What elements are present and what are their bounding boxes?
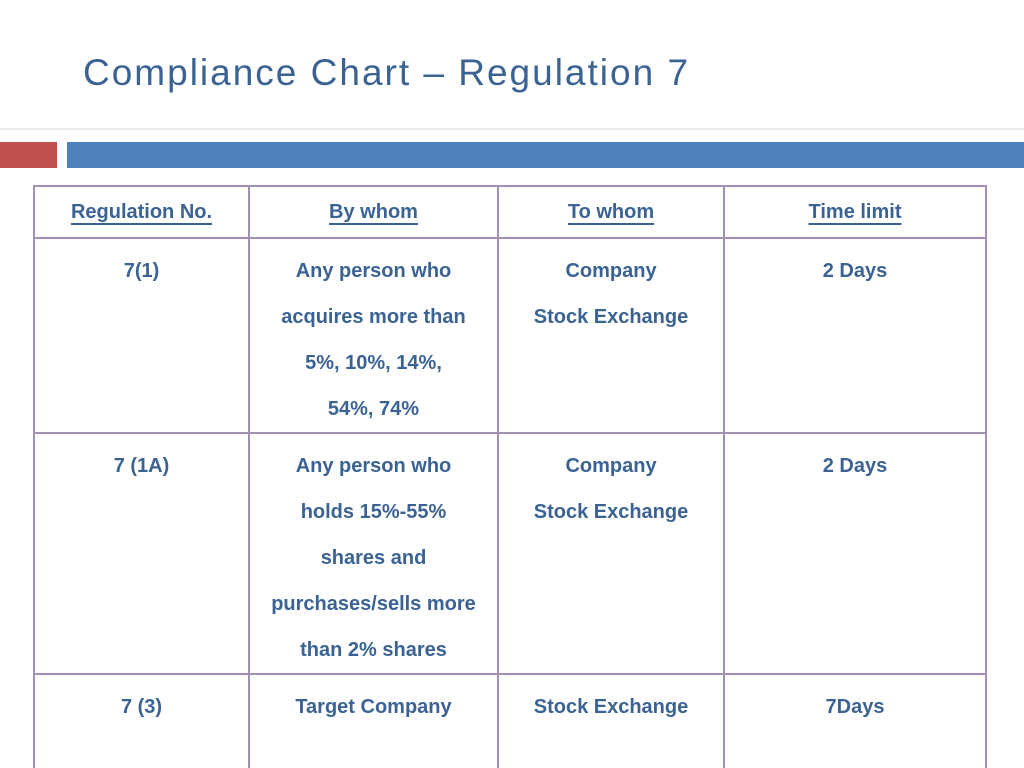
col-header-time-limit-label: Time limit [808, 200, 902, 223]
col-header-to-whom: To whom [497, 185, 725, 239]
table-row-7-1: 7(1) Any person who acquires more than 5… [33, 237, 987, 434]
cell-by-whom: Target Company [248, 673, 499, 768]
cell-regulation-no: 7 (3) [33, 673, 250, 768]
cell-to-whom: Stock Exchange [497, 673, 725, 768]
table-row-7-1a: 7 (1A) Any person who holds 15%-55% shar… [33, 432, 987, 675]
cell-by-whom: Any person who holds 15%-55% shares and … [248, 432, 499, 675]
title-divider-line [0, 128, 1024, 130]
cell-to-whom: Company Stock Exchange [497, 432, 725, 675]
slide-title: Compliance Chart – Regulation 7 [83, 52, 691, 93]
col-header-regulation-no: Regulation No. [33, 185, 250, 239]
cell-time-limit: 2 Days [723, 432, 987, 675]
cell-regulation-no: 7(1) [33, 237, 250, 434]
compliance-table: Regulation No. By whom To whom Time limi… [33, 185, 987, 768]
cell-time-limit: 7Days [723, 673, 987, 768]
col-header-by-whom-label: By whom [329, 200, 418, 223]
cell-by-whom: Any person who acquires more than 5%, 10… [248, 237, 499, 434]
col-header-regulation-no-label: Regulation No. [70, 200, 213, 223]
col-header-by-whom: By whom [248, 185, 499, 239]
accent-blue-bar [67, 142, 1024, 168]
cell-time-limit: 2 Days [723, 237, 987, 434]
col-header-time-limit: Time limit [723, 185, 987, 239]
table-header-row: Regulation No. By whom To whom Time limi… [33, 185, 987, 239]
cell-regulation-no: 7 (1A) [33, 432, 250, 675]
accent-red-square [0, 142, 57, 168]
table-row-7-3: 7 (3) Target Company Stock Exchange 7Day… [33, 673, 987, 768]
col-header-to-whom-label: To whom [567, 200, 655, 223]
cell-to-whom: Company Stock Exchange [497, 237, 725, 434]
